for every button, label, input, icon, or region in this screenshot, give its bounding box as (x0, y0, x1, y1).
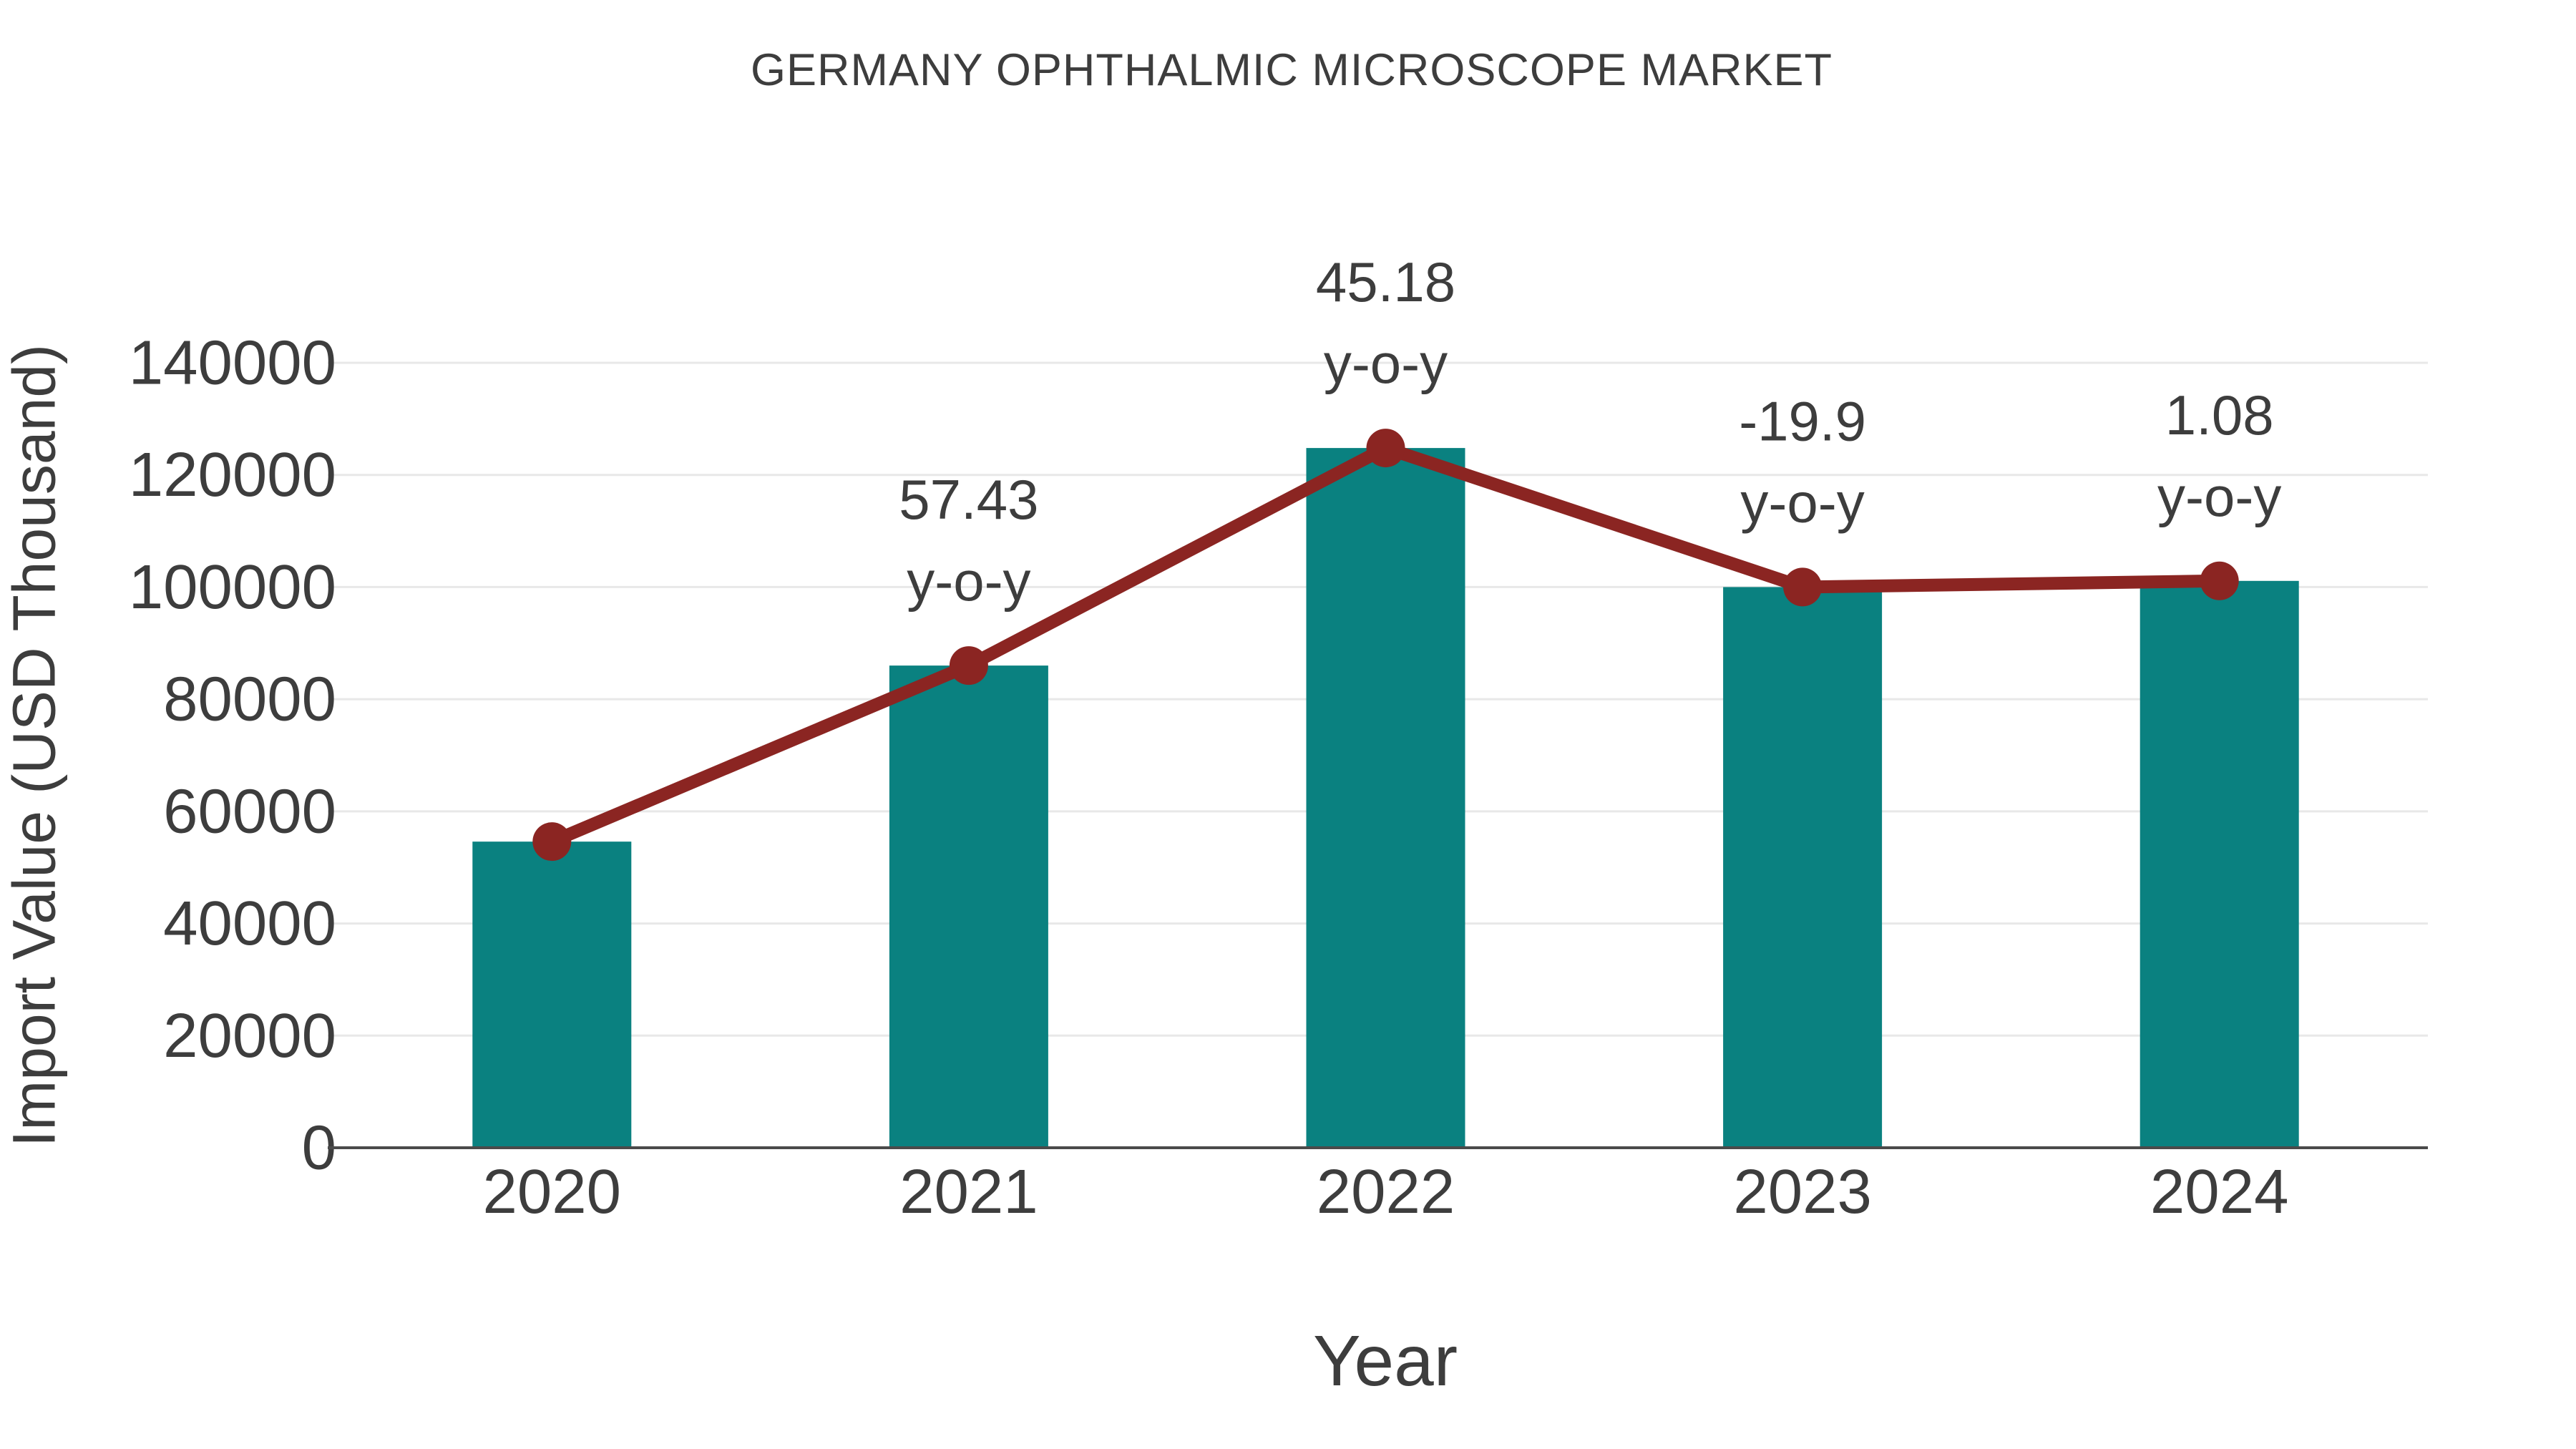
y-tick-label-140000: 140000 (129, 328, 336, 398)
x-tick-label-2023: 2023 (1733, 1157, 1872, 1226)
y-tick-label-120000: 120000 (129, 440, 336, 509)
yoy-marker-2023 (1783, 567, 1823, 607)
chart-title: GERMANY OPHTHALMIC MICROSCOPE MARKET (750, 45, 1833, 95)
x-tick-label-2022: 2022 (1317, 1157, 1455, 1226)
yoy-value-annotation-2024: 1.08 (2165, 384, 2274, 447)
yoy-marker-2024 (2200, 561, 2239, 600)
y-tick-label-20000: 20000 (163, 1001, 336, 1070)
y-tick-label-40000: 40000 (163, 889, 336, 958)
bar-2022 (1306, 448, 1465, 1148)
y-tick-label-80000: 80000 (163, 665, 336, 734)
yoy-marker-2020 (532, 822, 572, 862)
bar-2024 (2140, 580, 2299, 1148)
bar-2020 (472, 841, 632, 1148)
yoy-suffix-annotation-2023: y-o-y (1740, 471, 1864, 534)
yoy-suffix-annotation-2022: y-o-y (1324, 332, 1448, 395)
yoy-value-annotation-2022: 45.18 (1316, 250, 1455, 313)
x-axis-title: Year (1312, 1321, 1458, 1401)
yoy-suffix-annotation-2024: y-o-y (2157, 465, 2281, 528)
yoy-value-annotation-2021: 57.43 (899, 468, 1038, 531)
y-tick-label-100000: 100000 (129, 552, 336, 622)
y-tick-label-60000: 60000 (163, 776, 336, 846)
yoy-suffix-annotation-2021: y-o-y (907, 550, 1030, 613)
x-tick-label-2020: 2020 (483, 1157, 622, 1226)
yoy-marker-2022 (1366, 429, 1405, 468)
x-tick-label-2021: 2021 (899, 1157, 1038, 1226)
bar-2023 (1723, 587, 1883, 1148)
x-tick-label-2024: 2024 (2150, 1157, 2289, 1226)
yoy-value-annotation-2023: -19.9 (1739, 389, 1866, 452)
yoy-marker-2021 (949, 646, 988, 686)
bar-2021 (889, 665, 1048, 1148)
